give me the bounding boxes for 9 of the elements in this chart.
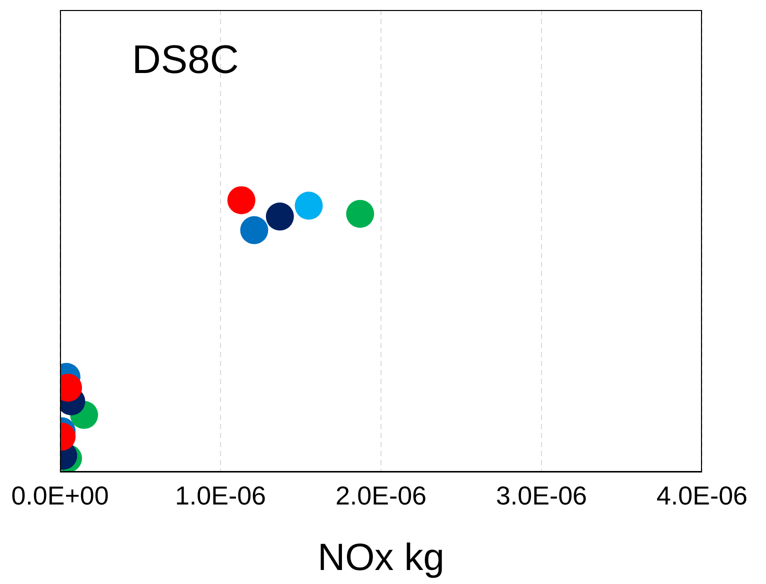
x-tick-label: 2.0E-06 [335, 480, 427, 510]
chart-title: DS8C [132, 38, 239, 83]
x-tick-label: 4.0E-06 [656, 480, 748, 510]
x-tick-label: 3.0E-06 [496, 480, 588, 510]
point [294, 192, 323, 220]
x-axis-title: NOx kg [318, 537, 444, 579]
point [346, 200, 374, 228]
x-tick-label: 0.0E+00 [11, 480, 109, 510]
x-tick-label: 1.0E-06 [174, 480, 266, 510]
